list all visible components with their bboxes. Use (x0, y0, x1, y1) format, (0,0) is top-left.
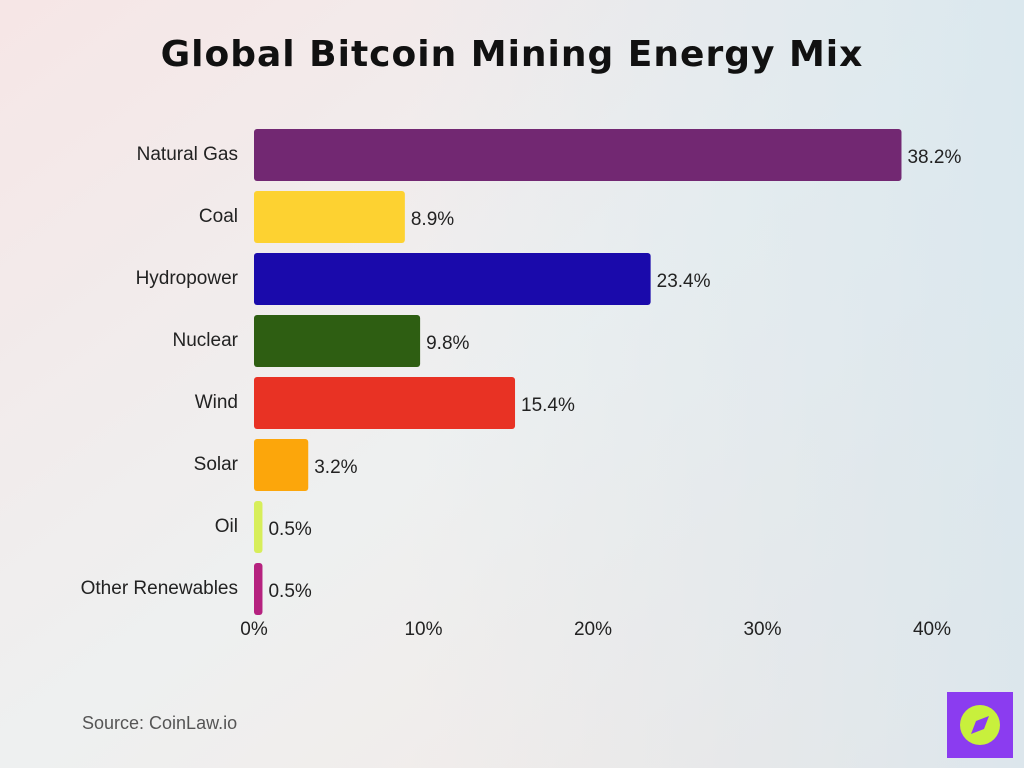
bar (254, 129, 902, 181)
value-label: 9.8% (426, 333, 469, 354)
value-label: 8.9% (411, 209, 454, 230)
bar (254, 191, 405, 243)
x-tick-label: 0% (240, 619, 268, 640)
y-tick-label: Nuclear (173, 330, 239, 351)
y-tick-label: Coal (199, 206, 238, 227)
y-tick-label: Wind (195, 392, 238, 413)
y-tick-label: Hydropower (136, 268, 239, 289)
logo (947, 692, 1013, 758)
chart-title: Global Bitcoin Mining Energy Mix (161, 34, 864, 75)
x-tick-label: 40% (913, 619, 951, 640)
value-label: 38.2% (907, 147, 961, 168)
y-tick-label: Solar (194, 454, 239, 475)
source: Source: CoinLaw.io (82, 713, 237, 733)
value-label: 15.4% (521, 395, 575, 416)
bar (254, 439, 309, 491)
x-tick-label: 30% (743, 619, 781, 640)
x-tick-label: 10% (404, 619, 442, 640)
value-label: 3.2% (314, 457, 357, 478)
value-label: 0.5% (268, 519, 311, 540)
bar (254, 501, 263, 553)
bar (254, 315, 421, 367)
value-label: 0.5% (268, 581, 311, 602)
y-tick-label: Natural Gas (137, 144, 238, 165)
y-tick-label: Other Renewables (81, 578, 238, 599)
bar (254, 253, 651, 305)
bar (254, 563, 263, 615)
bar (254, 377, 516, 429)
value-label: 23.4% (657, 271, 711, 292)
y-tick-label: Oil (215, 516, 238, 537)
x-tick-label: 20% (574, 619, 612, 640)
